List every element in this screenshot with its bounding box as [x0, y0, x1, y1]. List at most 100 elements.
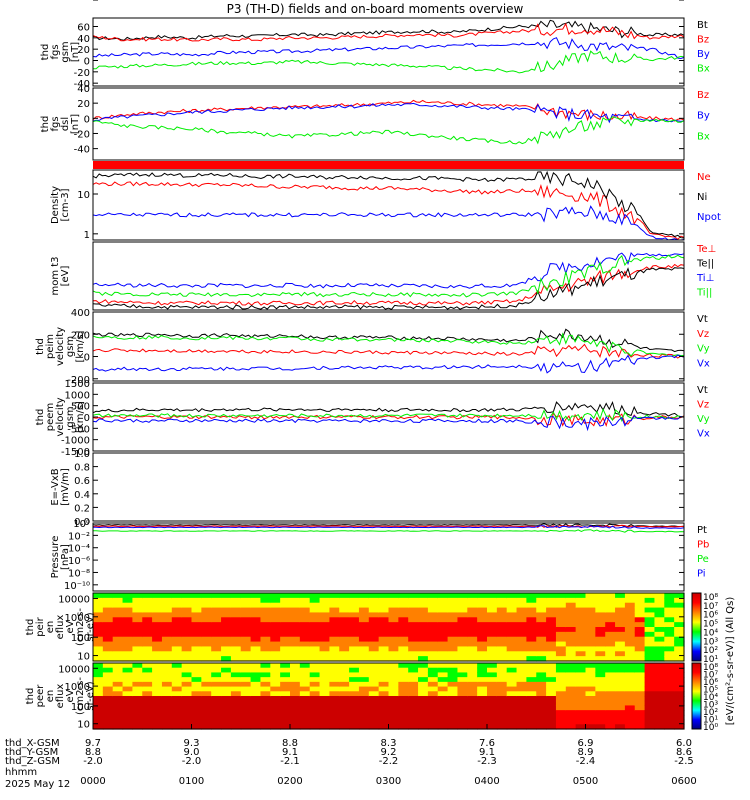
spectrogram-cell — [280, 714, 291, 721]
spectrogram-cell — [427, 710, 439, 716]
spectrogram-cell — [644, 710, 656, 716]
spectrogram-cell — [398, 641, 409, 648]
spectrogram-cell — [132, 607, 143, 614]
spectrogram-cell — [93, 677, 104, 683]
spectrogram-cell — [270, 663, 281, 669]
spectrogram-cell — [319, 724, 330, 730]
spectrogram-cell — [457, 627, 468, 633]
spectrogram-cell — [467, 691, 478, 697]
spectrogram-cell — [575, 667, 587, 674]
spectrogram-cell — [102, 691, 114, 697]
spectrogram-cell — [368, 724, 380, 730]
spectrogram-cell — [201, 627, 212, 633]
y-tick-label: 500 — [71, 402, 90, 413]
spectrogram-cell — [437, 686, 449, 692]
spectrogram-cell — [270, 597, 281, 604]
ephemeris-value: 6.9 — [578, 738, 594, 749]
spectrogram-cell — [181, 705, 193, 711]
legend-label: Vx — [697, 429, 710, 440]
spectrogram-cell — [280, 607, 291, 614]
spectrogram-cell — [201, 641, 212, 648]
spectrogram-cell — [270, 651, 281, 657]
spectrogram-cell — [378, 617, 390, 623]
spectrogram-cell — [181, 607, 193, 614]
spectrogram-cell — [161, 700, 173, 707]
spectrogram-cell — [221, 681, 232, 688]
spectrogram-cell — [536, 719, 547, 725]
spectrogram-cell — [546, 663, 557, 669]
spectrogram-cell — [329, 593, 340, 599]
spectrogram-cell — [358, 714, 370, 721]
spectrogram-cell — [201, 686, 212, 692]
spectrogram-cell — [309, 714, 321, 721]
spectrogram-cell — [516, 636, 527, 643]
spectrogram-cell — [378, 724, 390, 730]
spectrogram-cell — [565, 691, 577, 697]
spectrogram-cell — [132, 681, 143, 688]
spectrogram-cell — [230, 691, 242, 697]
spectrogram-cell — [339, 691, 350, 697]
spectrogram-cell — [161, 672, 173, 678]
spectrogram-cell — [240, 691, 252, 697]
spectrogram-cell — [585, 602, 596, 609]
spectrogram-cell — [368, 641, 380, 648]
spectrogram-cell — [546, 651, 557, 657]
spectrogram-cell — [457, 681, 468, 688]
spectrogram-cell — [624, 641, 636, 648]
spectrogram-cell — [93, 602, 104, 609]
spectrogram-cell — [358, 646, 370, 652]
spectrogram-cell — [191, 696, 202, 702]
spectrogram-cell — [201, 607, 212, 614]
spectrogram-cell — [575, 597, 587, 604]
spectrogram-cell — [270, 705, 281, 711]
colorbar-strip — [691, 592, 702, 662]
spectrogram-cell — [526, 700, 537, 707]
spectrogram-cell — [181, 696, 193, 702]
spectrogram-cell — [211, 691, 222, 697]
spectrogram-cell — [230, 677, 242, 683]
spectrogram-cell — [181, 627, 193, 633]
spectrogram-cell — [152, 651, 163, 657]
spectrogram-cell — [290, 686, 301, 692]
spectrogram-cell — [447, 667, 459, 674]
spectrogram-cell — [664, 691, 675, 697]
spectrogram-cell — [408, 705, 419, 711]
spectrogram-cell — [654, 696, 665, 702]
spectrogram-cell — [378, 686, 390, 692]
spectrogram-cell — [467, 627, 478, 633]
spectrogram-cell — [250, 602, 262, 609]
spectrogram-cell — [102, 705, 114, 711]
spectrogram-cell — [506, 677, 518, 683]
spectrogram-cell — [191, 714, 202, 721]
ephemeris-value: -2.5 — [674, 756, 694, 767]
spectrogram-cell — [634, 696, 646, 702]
spectrogram-cell — [290, 696, 301, 702]
spectrogram-cell — [654, 612, 665, 618]
spectrogram-cell — [418, 714, 429, 721]
spectrogram-cell — [467, 700, 478, 707]
spectrogram-cell — [250, 724, 262, 730]
spectrogram-cell — [546, 686, 557, 692]
spectrogram-cell — [437, 710, 449, 716]
spectrogram-cell — [280, 627, 291, 633]
spectrogram-cell — [299, 617, 311, 623]
y-tick-label: 0.2 — [74, 503, 90, 514]
spectrogram-cell — [260, 719, 271, 725]
spectrogram-cell — [615, 705, 626, 711]
spectrogram-cell — [615, 656, 626, 662]
spectrogram-cell — [211, 672, 222, 678]
spectrogram-cell — [240, 602, 252, 609]
legend-label: Vz — [697, 329, 709, 340]
spectrogram-cell — [368, 607, 380, 614]
spectrogram-cell — [299, 607, 311, 614]
spectrogram-cell — [132, 667, 143, 674]
spectrogram-cell — [319, 696, 330, 702]
spectrogram-cell — [575, 607, 587, 614]
y-tick-label: 0.8 — [74, 463, 90, 474]
spectrogram-cell — [368, 700, 380, 707]
spectrogram-cell — [112, 667, 124, 674]
spectrogram-cell — [595, 656, 606, 662]
spectrogram-cell — [427, 631, 439, 638]
spectrogram-cell — [516, 622, 527, 628]
